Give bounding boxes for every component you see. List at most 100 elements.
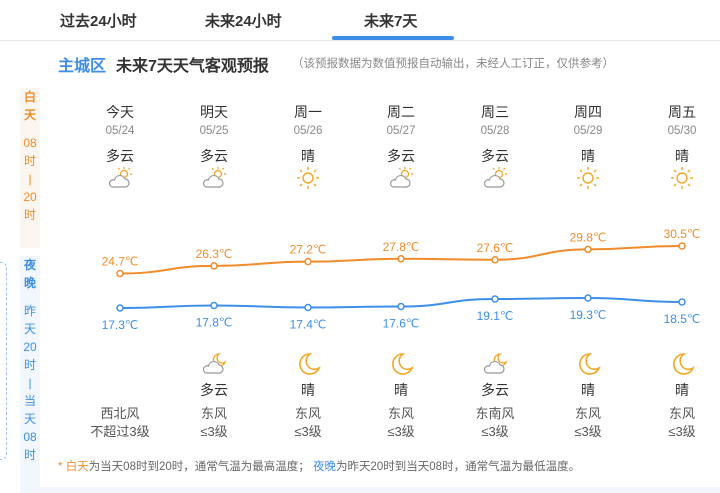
side-label-char: 时 bbox=[23, 154, 36, 168]
weekday-label: 周一 bbox=[294, 104, 322, 120]
active-tab-indicator bbox=[332, 36, 454, 40]
footer-night-desc: 为昨天20时到当天08时，通常气温为最低温度。 bbox=[335, 461, 581, 473]
wind-level: ≤3级 bbox=[481, 424, 509, 439]
day-row-label: 白天 08 时 | 20 时 bbox=[20, 88, 40, 248]
day-temp-point bbox=[210, 262, 218, 270]
side-label-char: 08 bbox=[23, 136, 37, 150]
side-label-char: 晚 bbox=[23, 276, 36, 290]
sun-icon bbox=[295, 166, 321, 190]
wind-direction: 东风 bbox=[294, 406, 321, 421]
sun-icon bbox=[575, 166, 601, 190]
weekday-label: 明天 bbox=[200, 104, 228, 120]
wind-level: 不超过3级 bbox=[90, 424, 150, 439]
night-weather-text: 晴 bbox=[301, 382, 315, 398]
tab-past-24h[interactable]: 过去24小时 bbox=[60, 13, 137, 30]
date-label: 05/28 bbox=[480, 125, 510, 137]
partly-cloudy-day-icon bbox=[388, 166, 414, 190]
side-label-char: 时 bbox=[23, 208, 36, 222]
tab-next-7-days[interactable]: 未来7天 bbox=[364, 13, 418, 30]
side-label-char: 20 bbox=[23, 340, 37, 354]
footer-star: * bbox=[58, 461, 63, 473]
day-weather-text: 晴 bbox=[675, 148, 689, 164]
night-temp-label: 17.4℃ bbox=[290, 318, 327, 332]
forecast-disclaimer: （该预报数据为数值预报自动输出，未经人工订正，仅供参考） bbox=[292, 58, 614, 70]
wind-direction: 东南风 bbox=[475, 406, 515, 421]
night-temp-point bbox=[304, 303, 312, 312]
side-label-char: 当 bbox=[23, 394, 36, 408]
night-temp-label: 17.3℃ bbox=[102, 318, 139, 332]
day-temp-label: 27.2℃ bbox=[290, 243, 327, 257]
footer-note: * 白天为当天08时到20时，通常气温为最高温度； 夜晚为昨天20时到当天08时… bbox=[58, 458, 580, 474]
night-temp-point bbox=[491, 295, 499, 303]
partly-cloudy-night-icon bbox=[482, 352, 508, 376]
wind-level: ≤3级 bbox=[668, 424, 696, 439]
night-weather-text: 多云 bbox=[481, 382, 509, 398]
date-label: 05/25 bbox=[199, 125, 229, 137]
day-temp-label: 26.3℃ bbox=[196, 247, 233, 261]
bottom-strip bbox=[20, 487, 720, 493]
weekday-label: 周五 bbox=[668, 104, 696, 120]
day-temp-point bbox=[116, 269, 124, 278]
wind-direction: 东风 bbox=[200, 406, 227, 421]
moon-icon bbox=[295, 352, 321, 376]
night-weather-text: 多云 bbox=[200, 382, 228, 398]
moon-icon bbox=[575, 352, 601, 376]
night-temp-point bbox=[584, 294, 592, 302]
side-label-char: | bbox=[28, 172, 32, 186]
night-temp-point bbox=[397, 302, 405, 311]
partly-cloudy-day-icon bbox=[201, 166, 227, 190]
tab-next-24h[interactable]: 未来24小时 bbox=[205, 13, 282, 30]
day-weather-text: 多云 bbox=[200, 148, 228, 164]
wind-direction: 东风 bbox=[668, 406, 695, 421]
day-weather-text: 多云 bbox=[481, 148, 509, 164]
side-label-char: 时 bbox=[23, 448, 36, 462]
wind-direction: 西北风 bbox=[100, 406, 140, 421]
moon-icon bbox=[388, 352, 414, 376]
date-label: 05/27 bbox=[386, 125, 416, 137]
date-label: 05/29 bbox=[573, 125, 603, 137]
footer-day-desc: 为当天08时到20时，通常气温为最高温度； bbox=[88, 461, 310, 473]
night-weather-text: 晴 bbox=[581, 382, 595, 398]
weekday-label: 今天 bbox=[106, 104, 134, 120]
day-temp-point bbox=[397, 255, 405, 263]
wind-direction: 东风 bbox=[387, 406, 414, 421]
wind-level: ≤3级 bbox=[294, 424, 322, 439]
weekday-label: 周三 bbox=[481, 104, 509, 120]
day-weather-text: 晴 bbox=[301, 148, 315, 164]
partly-cloudy-day-icon bbox=[107, 166, 133, 190]
day-temp-point bbox=[491, 256, 499, 264]
night-row-label: 夜晚昨天 20 时 | 当天 08 时 bbox=[20, 256, 40, 488]
night-temp-point bbox=[678, 298, 686, 306]
side-label-char: 白 bbox=[23, 90, 36, 104]
day-temp-label: 27.8℃ bbox=[383, 240, 420, 254]
day-temp-point bbox=[678, 242, 686, 250]
weekday-label: 周四 bbox=[574, 104, 602, 120]
footer-night-word: 夜晚 bbox=[312, 461, 336, 473]
night-temp-label: 17.8℃ bbox=[196, 316, 233, 330]
day-weather-text: 多云 bbox=[387, 148, 415, 164]
day-temp-point bbox=[304, 257, 312, 266]
side-label-char: 时 bbox=[23, 358, 36, 372]
side-label-char: 天 bbox=[23, 412, 36, 426]
wind-level: ≤3级 bbox=[574, 424, 602, 439]
city-name[interactable]: 主城区 bbox=[58, 58, 107, 75]
day-weather-text: 晴 bbox=[581, 148, 595, 164]
partly-cloudy-night-icon bbox=[201, 352, 227, 376]
side-label-char: 昨 bbox=[23, 304, 36, 318]
wind-level: ≤3级 bbox=[387, 424, 415, 439]
day-temp-label: 24.7℃ bbox=[102, 255, 139, 269]
day-temp-label: 29.8℃ bbox=[570, 230, 607, 244]
side-label-char: 20 bbox=[23, 190, 37, 204]
side-label-char: | bbox=[28, 376, 32, 390]
day-weather-text: 多云 bbox=[106, 148, 134, 164]
tab-bar: 过去24小时 未来24小时 未来7天 bbox=[0, 0, 720, 41]
date-label: 05/30 bbox=[667, 125, 697, 137]
night-weather-text: 晴 bbox=[394, 382, 408, 398]
weekday-label: 周二 bbox=[387, 104, 415, 120]
side-label-char: 夜 bbox=[23, 258, 36, 272]
sun-icon bbox=[669, 166, 695, 190]
side-label-char: 天 bbox=[23, 322, 36, 336]
wind-direction: 东风 bbox=[574, 406, 601, 421]
day-temp-label: 27.6℃ bbox=[477, 241, 514, 255]
